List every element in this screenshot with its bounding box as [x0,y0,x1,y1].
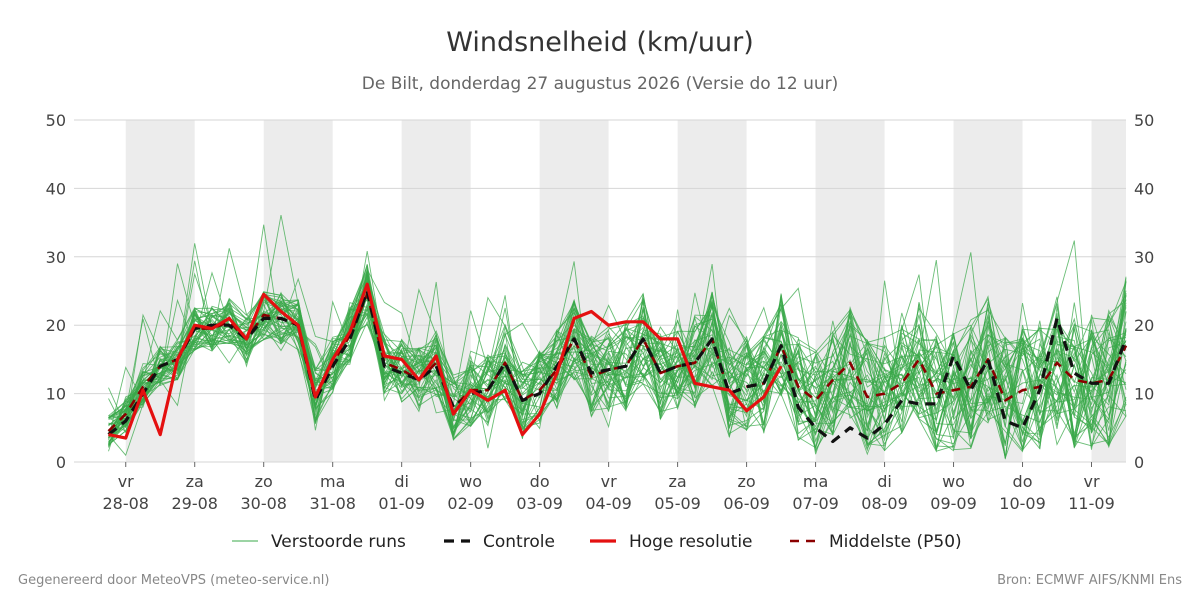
axes: 0 0 10 10 20 20 30 30 40 40 50 50 vr 28-08 za 29-08 zo 30… [46,111,1155,513]
ensemble-run-line [108,224,1127,451]
x-tick-date-label: 30-08 [240,494,287,513]
day-shade [815,120,885,462]
x-tick-day-label: za [186,472,204,491]
x-tick-day-label: wo [942,472,965,491]
x-tick-date-label: 03-09 [516,494,563,513]
x-tick-day-label: zo [737,472,755,491]
ensemble-run-line [108,295,1127,444]
chart-subtitle: De Bilt, donderdag 27 augustus 2026 (Ver… [362,74,839,94]
ensemble-run-line [108,278,1127,434]
x-tick-date-label: 29-08 [171,494,218,513]
y-tick-label-left: 20 [46,316,66,335]
x-tick-date-label: 02-09 [447,494,494,513]
x-tick-day-label: di [877,472,892,491]
x-tick-date-label: 01-09 [378,494,425,513]
day-shade [263,120,333,462]
y-tick-label-right: 30 [1134,248,1154,267]
x-tick-day-label: ma [320,472,345,491]
x-tick-day-label: di [394,472,409,491]
ensemble-run-line [108,286,1127,450]
control-series-line [107,289,1128,444]
footer-source: Bron: ECMWF AIFS/KNMI Ens [997,573,1182,588]
y-tick-label-right: 20 [1134,316,1154,335]
main-series [107,282,1128,444]
legend-label-high_res: Hoge resolutie [629,532,753,552]
y-tick-label-right: 50 [1134,111,1154,130]
x-tick-day-label: do [530,472,550,491]
legend: Verstoorde runs Controle Hoge resolutie Mid… [232,532,962,552]
day-shade [539,120,609,462]
y-tick-label-left: 30 [46,248,66,267]
y-tick-label-right: 0 [1134,453,1144,472]
x-tick-day-label: do [1013,472,1033,491]
ensemble-run-line [108,289,1127,445]
ensemble-run-line [108,274,1127,450]
x-tick-day-label: vr [1083,472,1099,491]
footer-generated-by: Gegenereerd door MeteoVPS (meteo-service… [18,573,329,588]
y-tick-label-left: 10 [46,385,66,404]
x-tick-date-label: 04-09 [585,494,632,513]
chart-title: Windsnelheid (km/uur) [446,27,754,58]
x-tick-date-label: 06-09 [723,494,770,513]
ensemble-run-line [108,276,1127,445]
ensemble-run-line [108,291,1127,439]
x-tick-day-label: zo [255,472,273,491]
y-tick-label-right: 40 [1134,179,1154,198]
x-tick-date-label: 07-09 [792,494,839,513]
ensemble-run-line [108,260,1127,459]
ensemble-run-line [108,298,1127,452]
legend-label-ensemble: Verstoorde runs [271,532,406,552]
x-tick-day-label: vr [601,472,617,491]
x-tick-date-label: 05-09 [654,494,701,513]
x-tick-date-label: 08-09 [861,494,908,513]
y-tick-label-left: 50 [46,111,66,130]
x-tick-day-label: wo [459,472,482,491]
x-tick-day-label: ma [803,472,828,491]
x-tick-date-label: 10-09 [999,494,1046,513]
x-tick-date-label: 11-09 [1068,494,1115,513]
x-tick-day-label: za [669,472,687,491]
y-tick-label-right: 10 [1134,385,1154,404]
x-tick-date-label: 09-09 [930,494,977,513]
ensemble-run-line [108,271,1127,452]
x-tick-date-label: 31-08 [309,494,356,513]
ensemble-run-line [108,243,1127,445]
x-tick-day-label: vr [118,472,134,491]
y-tick-label-left: 40 [46,179,66,198]
legend-label-control: Controle [483,532,555,552]
x-tick-date-label: 28-08 [102,494,149,513]
high_res-series-line [108,282,783,440]
y-tick-label-left: 0 [56,453,66,472]
ensemble-run-line [108,264,1127,448]
legend-label-median: Middelste (P50) [829,532,962,552]
